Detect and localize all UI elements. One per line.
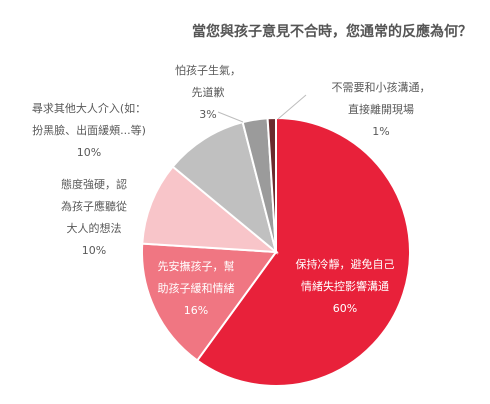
data-label-text-0-0: 保持冷靜，避免自己 [296, 257, 395, 271]
data-label-value-1: 16% [184, 304, 208, 317]
data-label-value-0: 60% [333, 302, 357, 315]
data-label-value-3: 10% [77, 146, 101, 159]
pie-slice-2 [141, 165, 280, 254]
data-label-text-2-2: 大人的想法 [67, 221, 122, 235]
leaders-layer [217, 94, 307, 123]
leader-line-5 [277, 94, 307, 120]
data-label-text-0-1: 情緒失控影響溝通 [301, 279, 389, 293]
pie-slice-1 [141, 242, 278, 362]
data-label-text-1-0: 先安撫孩子，幫 [158, 259, 235, 273]
data-label-text-1-1: 助孩子緩和情緒 [158, 281, 235, 295]
leader-line-4 [217, 111, 244, 123]
data-label-value-5: 1% [372, 125, 389, 138]
data-label-text-3-0: 尋求其他大人介入(如： [32, 101, 146, 115]
pie-slice-0 [195, 116, 411, 387]
pie-slice-5 [266, 116, 277, 253]
data-label-value-2: 10% [82, 244, 106, 257]
data-label-text-4-1: 先道歉 [192, 85, 225, 99]
data-label-text-5-1: 直接離開現場 [348, 102, 414, 116]
data-label-text-2-1: 為孩子應聽從 [61, 199, 127, 213]
data-label-text-5-0: 不需要和小孩溝通， [332, 81, 431, 94]
data-label-text-4-0: 怕孩子生氣， [175, 63, 241, 77]
data-label-value-4: 3% [199, 108, 216, 121]
data-label-text-2-0: 態度強硬，認 [61, 177, 127, 191]
data-label-text-3-1: 扮黑臉、出面緩頰...等) [32, 123, 146, 137]
slices-layer [141, 116, 411, 387]
chart-title: 當您與孩子意見不合時，您通常的反應為何？ [192, 23, 472, 40]
